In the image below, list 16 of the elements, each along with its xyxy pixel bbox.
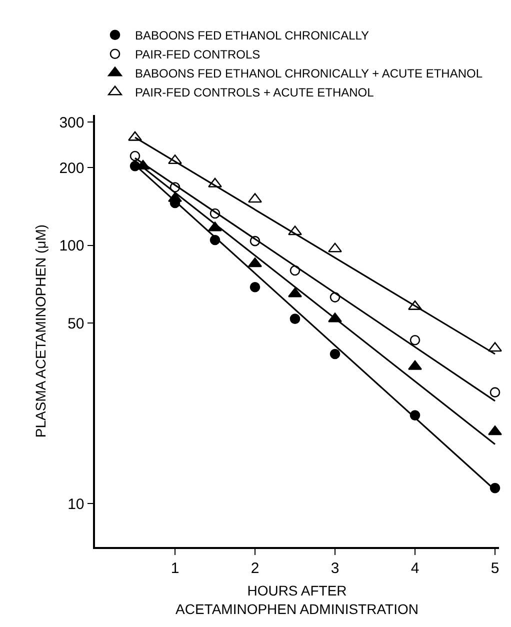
x-tick-label: 5 [490, 560, 500, 577]
y-tick-label: 300 [59, 114, 84, 132]
x-tick-label: 4 [410, 560, 420, 577]
y-tick-label: 200 [59, 160, 84, 177]
x-tick-label: 1 [170, 560, 180, 577]
legend-label: BABOONS FED ETHANOL CHRONICALLY + ACUTE ETHANOL [135, 66, 483, 81]
x-tick-label: 3 [330, 560, 340, 577]
legend-label: BABOONS FED ETHANOL CHRONICALLY [135, 28, 370, 43]
legend-label: PAIR-FED CONTROLS [135, 48, 260, 62]
y-tick-label: 10 [68, 496, 84, 513]
x-axis-title: HOURS AFTER ACETAMINOPHEN ADMINISTRATION [176, 582, 418, 617]
x-tick-label: 2 [250, 560, 260, 577]
y-tick-label: 50 [68, 315, 84, 332]
y-tick-label: 100 [59, 238, 84, 255]
legend-label: PAIR-FED CONTROLS + ACUTE ETHANOL [135, 86, 374, 100]
y-axis-title: PLASMA ACETAMINOPHEN (μM) [32, 224, 48, 438]
